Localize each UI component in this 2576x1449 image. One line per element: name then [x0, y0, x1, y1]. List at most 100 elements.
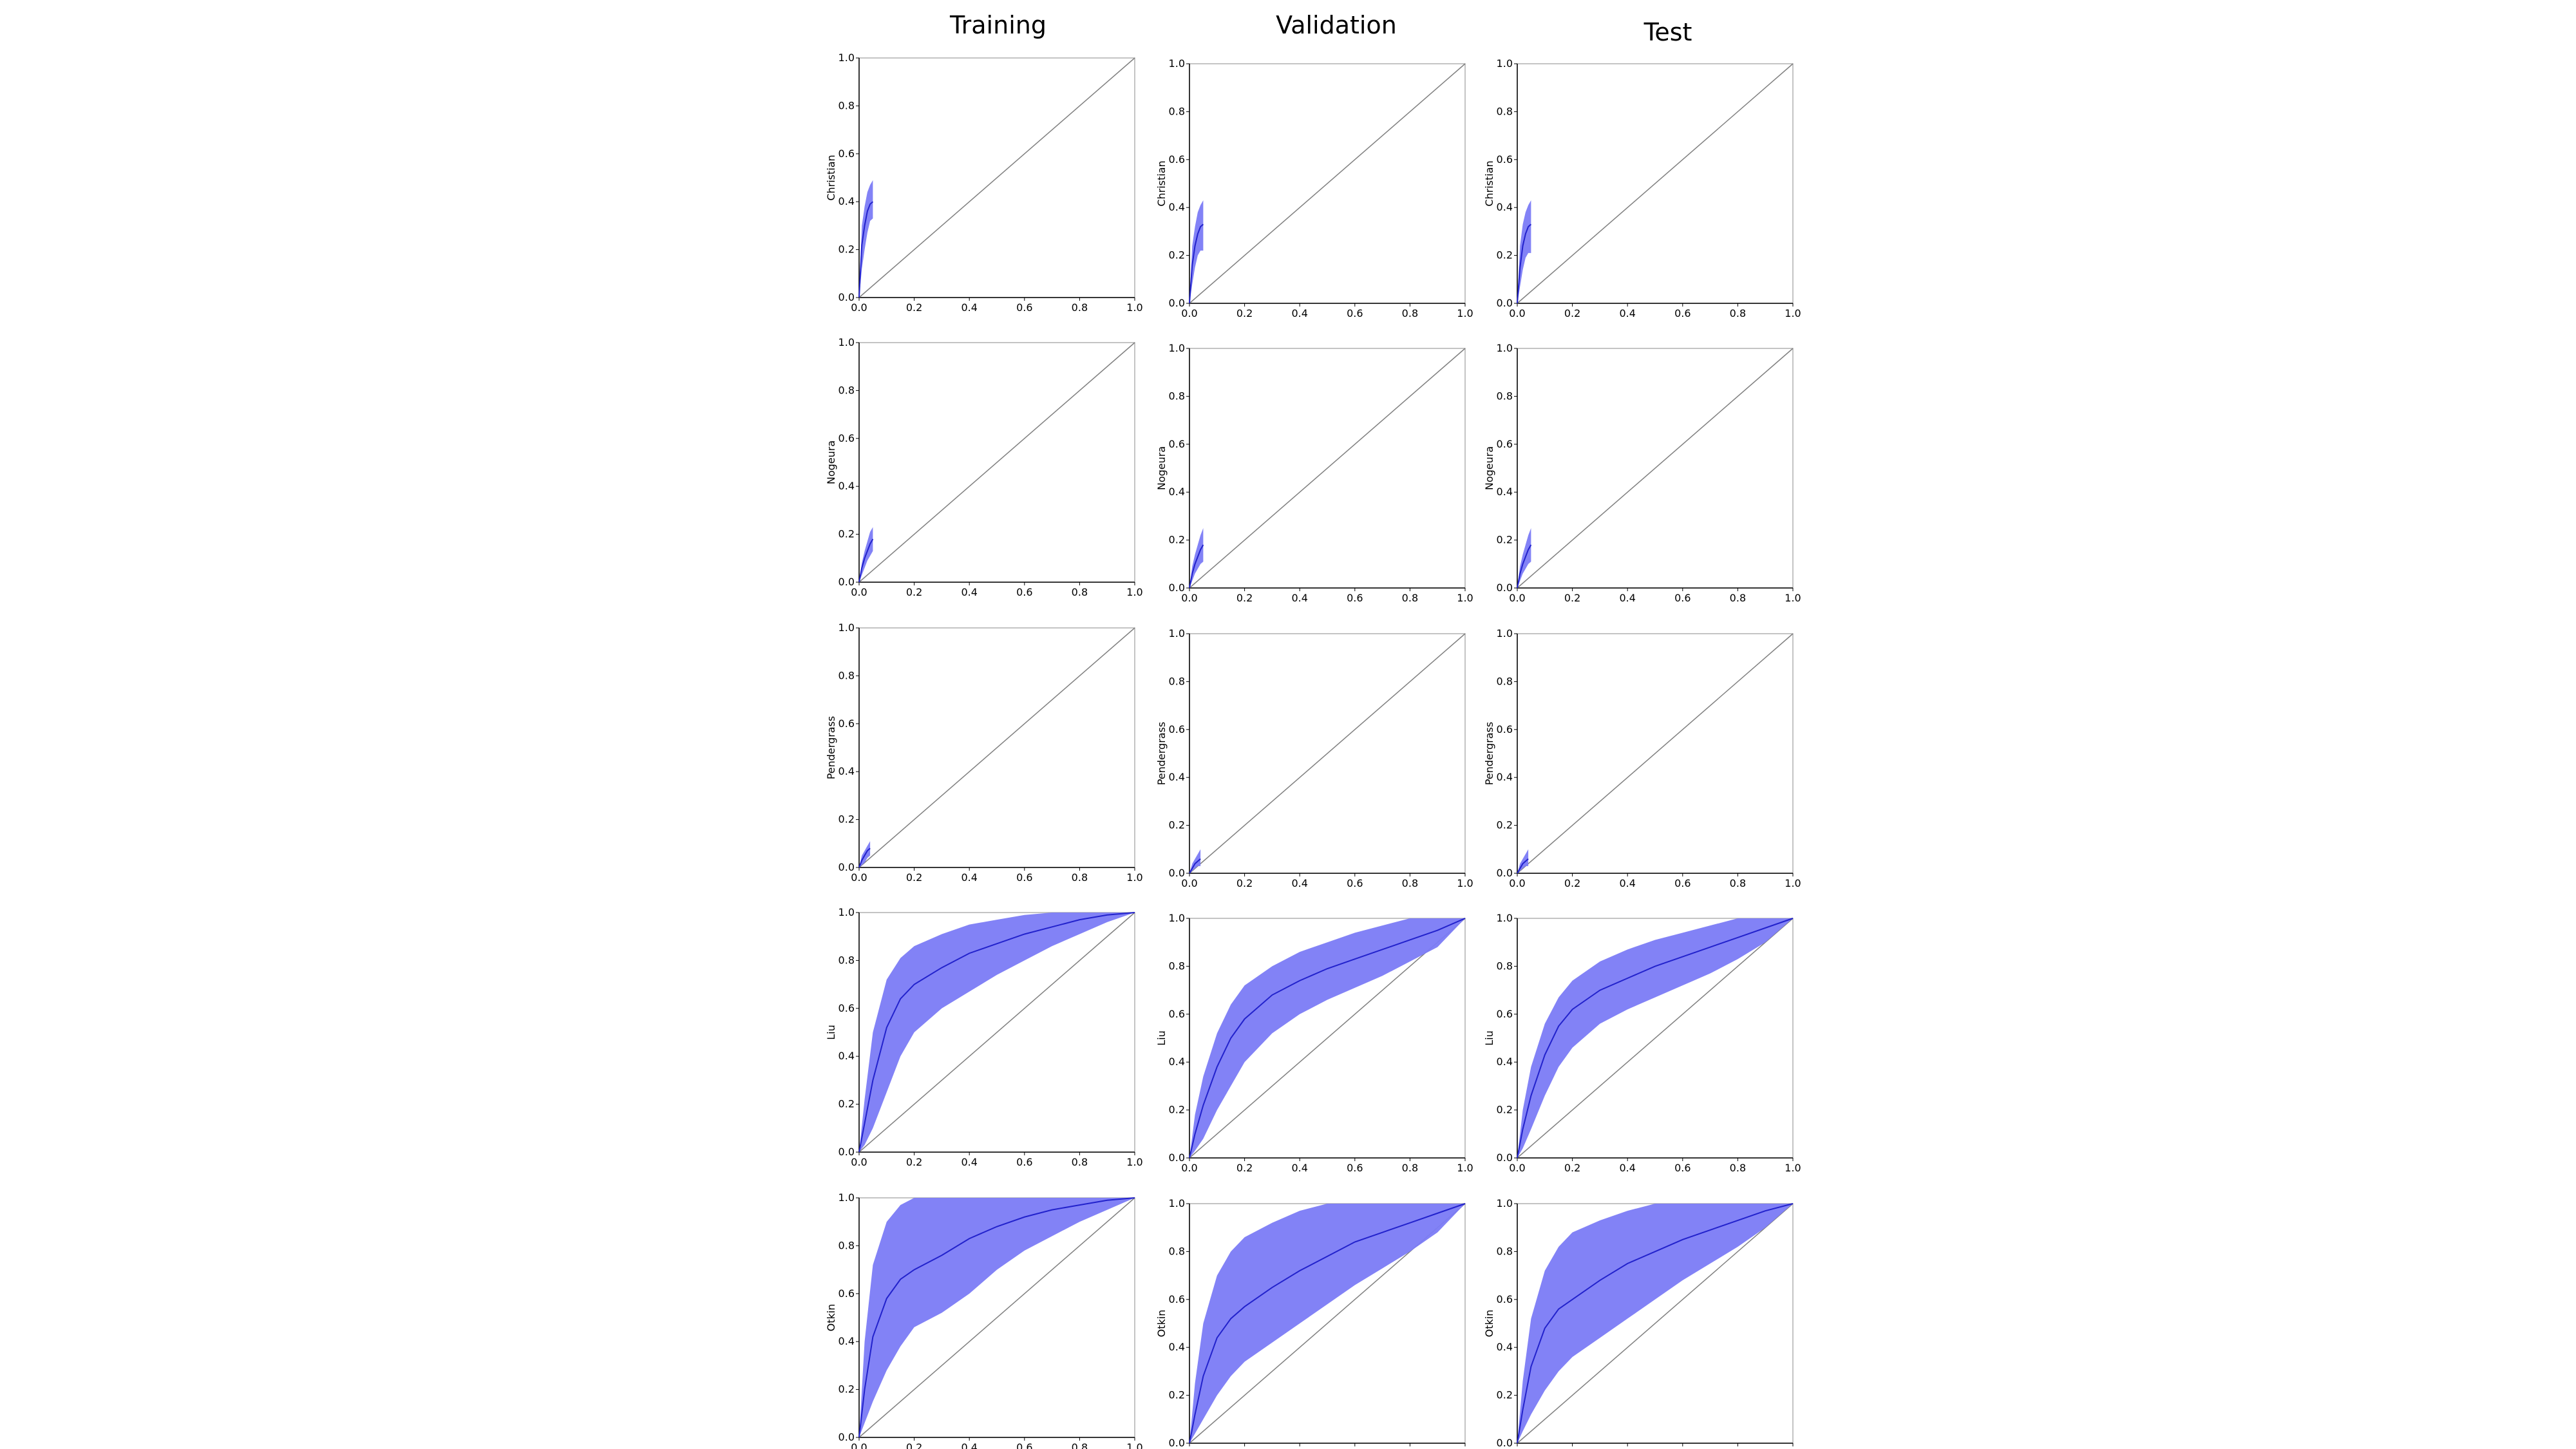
column-headers: Training Validation Test — [949, 11, 1692, 46]
x-tick-label-nogeura-test: 0.4 — [1619, 592, 1635, 604]
panel-nogeura-validation: 0.0 0.2 0.4 0.6 0.8 1.0 0.0 0.2 0.4 0.6 0.8 1.0 Noge… — [1155, 342, 1473, 604]
y-tick-label-christian-test: 0.4 — [1497, 201, 1513, 213]
x-tick-label-christian-validation: 0.6 — [1347, 307, 1363, 319]
x-tick-label-liu-training: 0.2 — [906, 1156, 922, 1168]
reference-line-liu-test — [1517, 918, 1794, 1159]
confidence-band-liu-training — [859, 913, 1135, 1152]
y-tick-label-christian-training: 1.0 — [838, 52, 855, 64]
x-tick-label-otkin-training: 0.0 — [851, 1441, 867, 1449]
mean-curve-pendergrass-test — [1517, 858, 1529, 874]
y-tick-label-christian-training: 0.0 — [838, 291, 855, 303]
panel-christian-training: 0.0 0.2 0.4 0.6 0.8 1.0 0.0 0.2 0.4 0.6 0.8 1.0 Chri… — [825, 52, 1143, 314]
y-tick-label-liu-validation: 0.2 — [1169, 1104, 1185, 1116]
mean-curve-liu-training — [858, 912, 1135, 1153]
x-tick-label-otkin-validation: 0.2 — [1236, 1447, 1253, 1449]
reference-line-nogeura-test — [1517, 348, 1794, 589]
reference-line-christian-training — [858, 57, 1135, 298]
mean-curve-otkin-training — [858, 1197, 1135, 1438]
x-tick-label-nogeura-validation: 1.0 — [1457, 592, 1473, 604]
x-tick-label-liu-validation: 0.4 — [1291, 1162, 1307, 1174]
y-tick-label-liu-test: 1.0 — [1497, 912, 1513, 924]
y-tick-label-otkin-test: 0.2 — [1497, 1389, 1513, 1401]
x-tick-label-nogeura-test: 0.0 — [1509, 592, 1525, 604]
row-label-christian-training: Christian — [825, 155, 837, 200]
y-tick-label-nogeura-validation: 0.0 — [1169, 582, 1185, 594]
y-tick-label-pendergrass-training: 0.6 — [838, 717, 855, 730]
y-tick-label-liu-validation: 0.6 — [1169, 1008, 1185, 1020]
y-tick-label-pendergrass-test: 0.8 — [1497, 675, 1513, 687]
x-tick-label-pendergrass-training: 0.8 — [1072, 871, 1088, 884]
y-tick-label-liu-validation: 0.8 — [1169, 960, 1185, 972]
reference-line-liu-validation — [1189, 918, 1466, 1159]
x-tick-label-christian-validation: 0.4 — [1291, 307, 1307, 319]
y-tick-label-christian-validation: 0.6 — [1169, 153, 1185, 166]
y-tick-label-pendergrass-training: 0.8 — [838, 669, 855, 681]
y-tick-label-otkin-training: 1.0 — [838, 1191, 855, 1204]
x-tick-label-pendergrass-validation: 0.0 — [1181, 877, 1197, 889]
x-tick-label-christian-training: 0.6 — [1016, 301, 1032, 314]
y-tick-label-liu-test: 0.6 — [1497, 1008, 1513, 1020]
y-tick-label-liu-validation: 0.4 — [1169, 1056, 1185, 1068]
confidence-band-christian-test — [1517, 200, 1531, 303]
panel-christian-test: 0.0 0.2 0.4 0.6 0.8 1.0 0.0 0.2 0.4 0.6 0.8 1.0 Chri… — [1483, 57, 1801, 319]
y-tick-label-pendergrass-test: 0.2 — [1497, 819, 1513, 831]
x-tick-label-pendergrass-test: 1.0 — [1785, 877, 1801, 889]
y-tick-label-nogeura-training: 0.6 — [838, 432, 855, 444]
y-tick-label-nogeura-test: 0.4 — [1497, 486, 1513, 498]
panel-pendergrass-training: 0.0 0.2 0.4 0.6 0.8 1.0 0.0 0.2 0.4 0.6 0.8 1.0 Pend… — [825, 621, 1143, 884]
x-tick-label-liu-test: 0.2 — [1564, 1162, 1580, 1174]
y-tick-label-christian-test: 0.2 — [1497, 249, 1513, 261]
y-tick-label-liu-test: 0.0 — [1497, 1151, 1513, 1164]
x-tick-label-otkin-training: 0.8 — [1072, 1441, 1088, 1449]
y-tick-label-christian-test: 0.8 — [1497, 105, 1513, 117]
x-tick-label-liu-validation: 0.8 — [1402, 1162, 1418, 1174]
y-tick-label-nogeura-validation: 0.4 — [1169, 486, 1185, 498]
row-label-otkin-validation: Otkin — [1155, 1310, 1168, 1338]
y-tick-label-nogeura-training: 0.0 — [838, 576, 855, 588]
panel-pendergrass-test: 0.0 0.2 0.4 0.6 0.8 1.0 0.0 0.2 0.4 0.6 0.8 1.0 Pend… — [1483, 627, 1801, 889]
reference-line-nogeura-validation — [1189, 348, 1466, 589]
row-label-christian-validation: Christian — [1155, 160, 1168, 206]
y-tick-label-christian-training: 0.8 — [838, 99, 855, 111]
x-tick-label-nogeura-validation: 0.6 — [1347, 592, 1363, 604]
x-tick-label-liu-test: 0.6 — [1674, 1162, 1690, 1174]
column-header-training: Training — [949, 11, 1046, 39]
y-tick-label-liu-training: 0.6 — [838, 1002, 855, 1014]
x-tick-label-liu-test: 0.0 — [1509, 1162, 1525, 1174]
y-tick-label-otkin-test: 0.0 — [1497, 1437, 1513, 1449]
x-tick-label-christian-test: 0.8 — [1730, 307, 1746, 319]
mean-curve-otkin-test — [1517, 1203, 1794, 1444]
mean-curve-pendergrass-validation — [1189, 858, 1201, 874]
reference-line-pendergrass-training — [858, 627, 1135, 868]
y-tick-label-otkin-test: 0.4 — [1497, 1341, 1513, 1353]
x-tick-label-christian-test: 0.0 — [1509, 307, 1525, 319]
y-tick-label-pendergrass-training: 0.2 — [838, 813, 855, 826]
x-tick-label-liu-training: 0.6 — [1016, 1156, 1032, 1168]
x-tick-label-otkin-training: 0.2 — [906, 1441, 922, 1449]
y-tick-label-nogeura-validation: 0.2 — [1169, 534, 1185, 546]
y-tick-label-pendergrass-validation: 0.0 — [1169, 867, 1185, 879]
confidence-band-christian-validation — [1189, 200, 1204, 303]
y-tick-label-nogeura-validation: 0.8 — [1169, 390, 1185, 402]
y-tick-label-pendergrass-test: 0.4 — [1497, 771, 1513, 783]
y-tick-label-otkin-validation: 0.2 — [1169, 1389, 1185, 1401]
confidence-band-liu-validation — [1189, 918, 1465, 1158]
x-tick-label-liu-test: 0.8 — [1730, 1162, 1746, 1174]
reference-line-pendergrass-validation — [1189, 633, 1466, 874]
row-label-pendergrass-validation: Pendergrass — [1155, 722, 1168, 786]
x-tick-label-otkin-training: 0.6 — [1016, 1441, 1032, 1449]
confidence-band-otkin-training — [859, 1198, 1135, 1437]
x-tick-label-nogeura-test: 0.2 — [1564, 592, 1580, 604]
x-tick-label-christian-training: 0.8 — [1072, 301, 1088, 314]
mean-curve-pendergrass-training — [858, 848, 871, 868]
x-tick-label-pendergrass-validation: 0.4 — [1291, 877, 1307, 889]
x-tick-label-christian-validation: 0.8 — [1402, 307, 1418, 319]
panel-liu-training: 0.0 0.2 0.4 0.6 0.8 1.0 0.0 0.2 0.4 0.6 0.8 1.0 Liu — [825, 906, 1143, 1168]
y-tick-label-liu-training: 0.8 — [838, 954, 855, 966]
confidence-band-liu-test — [1517, 918, 1793, 1158]
x-tick-label-pendergrass-validation: 0.6 — [1347, 877, 1363, 889]
x-tick-label-otkin-validation: 0.8 — [1402, 1447, 1418, 1449]
y-tick-label-christian-validation: 1.0 — [1169, 57, 1185, 70]
x-tick-label-otkin-test: 0.2 — [1564, 1447, 1580, 1449]
x-tick-label-pendergrass-training: 0.2 — [906, 871, 922, 884]
